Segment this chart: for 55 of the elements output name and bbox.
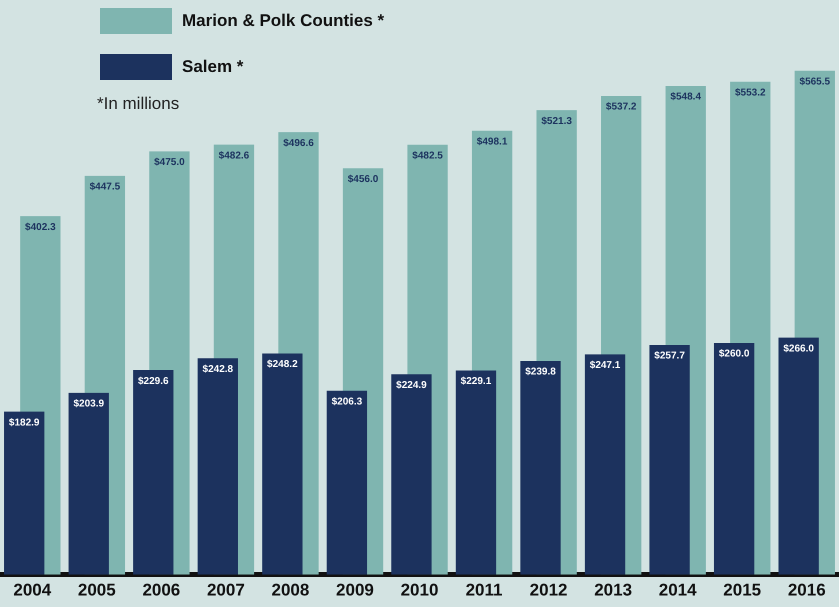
data-label: $203.9 <box>73 398 104 410</box>
bar <box>649 344 690 575</box>
data-label: $537.2 <box>606 102 637 113</box>
bar <box>714 342 754 575</box>
x-tick-label: 2008 <box>272 580 310 600</box>
data-label: $239.8 <box>525 366 556 378</box>
data-label: $266.0 <box>783 343 814 354</box>
x-tick-label: 2014 <box>658 580 698 600</box>
bar <box>133 370 174 575</box>
x-tick-label: 2004 <box>13 580 52 600</box>
data-label: $247.1 <box>590 360 621 372</box>
data-label: $224.9 <box>396 380 428 391</box>
data-label: $521.3 <box>541 116 572 127</box>
data-label: $553.2 <box>734 87 766 98</box>
bar <box>391 374 432 575</box>
bar <box>520 360 561 575</box>
bar <box>4 412 44 575</box>
data-label: $456.0 <box>348 174 379 186</box>
data-label: $182.9 <box>8 417 40 428</box>
data-label: $475.0 <box>154 157 186 168</box>
legend-label: Salem * <box>182 57 244 77</box>
bar <box>262 353 303 575</box>
x-tick-label: 2016 <box>788 580 826 600</box>
x-tick-label: 2015 <box>723 580 762 600</box>
data-label: $248.2 <box>267 359 298 370</box>
data-label: $482.5 <box>412 150 444 162</box>
data-label: $447.5 <box>90 182 121 193</box>
x-tick-label: 2010 <box>400 580 438 600</box>
x-tick-label: 2012 <box>530 580 568 600</box>
data-label: $242.8 <box>202 364 234 376</box>
data-label: $260.0 <box>718 348 750 360</box>
data-label: $565.5 <box>800 76 831 88</box>
data-label: $496.6 <box>283 138 314 149</box>
bar <box>456 370 496 575</box>
data-label: $257.7 <box>654 350 686 362</box>
annotation: *In millions <box>97 94 180 114</box>
x-tick-label: 2005 <box>78 580 116 600</box>
x-tick-label: 2006 <box>142 580 180 600</box>
data-label: $498.1 <box>476 136 508 148</box>
data-label: $229.1 <box>460 376 492 388</box>
bar <box>778 338 819 575</box>
data-label: $402.3 <box>25 222 56 233</box>
bar <box>198 358 238 575</box>
legend-label: Marion & Polk Counties * <box>182 11 384 31</box>
x-tick-label: 2009 <box>336 580 374 600</box>
data-label: $229.6 <box>138 376 170 387</box>
x-tick-label: 2007 <box>206 580 245 600</box>
bar <box>584 354 626 575</box>
data-label: $206.3 <box>332 396 363 408</box>
x-tick-label: 2013 <box>594 580 632 600</box>
x-tick-label: 2011 <box>466 580 502 600</box>
bar <box>68 392 109 575</box>
data-label: $482.6 <box>218 150 250 162</box>
data-label: $548.4 <box>670 92 702 103</box>
bar <box>326 390 368 575</box>
